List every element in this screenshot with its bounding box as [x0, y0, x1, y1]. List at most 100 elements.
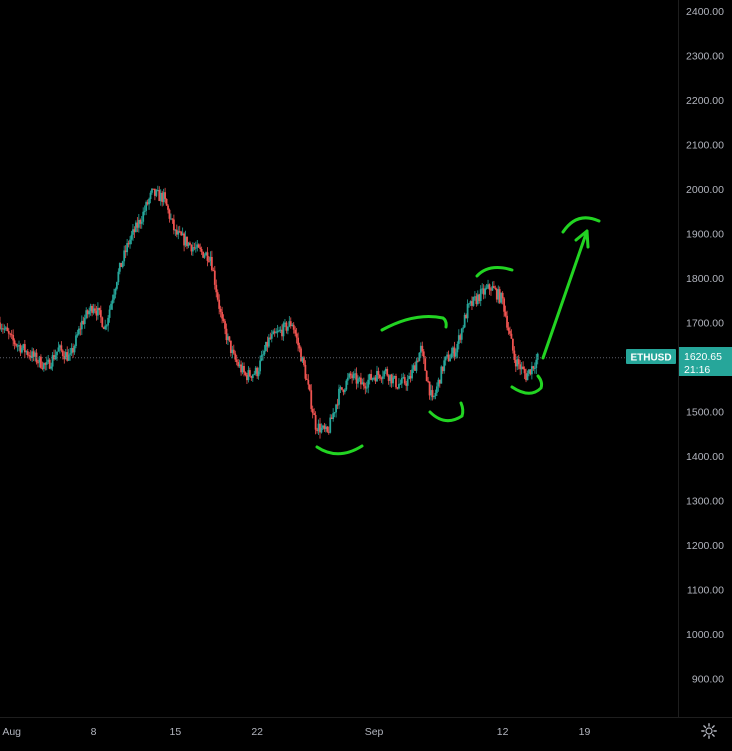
candle-body	[381, 376, 384, 379]
candle-body	[174, 229, 177, 231]
candle-body	[229, 340, 232, 353]
candle-body	[507, 327, 510, 331]
candle-body	[127, 243, 130, 245]
candle-body	[275, 332, 278, 334]
candle-body	[514, 359, 517, 367]
time-tick-label: Aug	[2, 726, 21, 738]
time-tick-label: 19	[579, 726, 591, 738]
candle-body	[298, 345, 301, 349]
candle-body	[273, 331, 276, 333]
candle-body	[453, 347, 456, 357]
candle-body	[472, 296, 475, 306]
candle-body	[91, 305, 93, 313]
candle-body	[80, 320, 83, 330]
candle-body	[468, 303, 470, 305]
candle-body	[399, 383, 402, 385]
candle-body	[54, 355, 57, 360]
candle-body	[270, 334, 273, 339]
candle-body	[105, 325, 108, 327]
candle-body	[22, 344, 25, 348]
candle-body	[459, 335, 462, 340]
candle-body	[326, 426, 329, 432]
candle-body	[18, 345, 20, 347]
candle-body	[536, 353, 539, 360]
candle-body	[390, 374, 393, 384]
candle-body	[4, 327, 7, 329]
price-badge	[679, 347, 732, 376]
candle-body	[133, 229, 136, 233]
settings-button[interactable]	[698, 720, 720, 742]
candle-body	[361, 382, 364, 385]
candle-body	[433, 396, 435, 398]
price-tick-label: 1500.00	[686, 407, 724, 419]
candle-body	[357, 378, 359, 384]
candle-body	[98, 307, 101, 311]
candle-body	[307, 379, 310, 385]
candle-body	[308, 384, 311, 391]
candle-body	[492, 286, 495, 289]
price-tick-label: 1400.00	[686, 451, 724, 463]
candle-body	[243, 365, 245, 373]
candle-body	[152, 188, 155, 190]
candle-body	[184, 236, 187, 246]
price-tick-label: 1800.00	[686, 273, 724, 285]
candle-body	[23, 344, 26, 353]
candle-body	[186, 236, 188, 247]
candle-body	[319, 423, 321, 433]
candle-body	[509, 330, 511, 334]
candle-body	[13, 340, 16, 345]
candle-body	[336, 404, 339, 406]
candle-body	[158, 190, 161, 202]
candle-body	[117, 271, 120, 283]
candle-body	[3, 328, 6, 330]
candle-body	[251, 374, 254, 378]
candle-body	[471, 301, 473, 306]
annotation-cup-september-7	[428, 401, 465, 423]
candle-body	[175, 229, 178, 235]
candle-body	[53, 355, 55, 360]
candle-body	[83, 318, 86, 325]
candle-body	[478, 294, 481, 301]
candle-body	[396, 387, 399, 389]
candle-body	[313, 413, 316, 416]
candle-body	[266, 341, 269, 347]
candle-body	[64, 352, 67, 360]
candle-body	[374, 377, 377, 382]
candle-body	[143, 210, 146, 212]
candle-body	[342, 389, 345, 393]
candle-body	[436, 386, 438, 393]
candle-body	[265, 341, 267, 351]
candle-body	[383, 371, 386, 377]
candle-body	[140, 221, 143, 224]
candle-body	[126, 243, 129, 253]
candle-body	[111, 299, 114, 304]
candle-body	[460, 328, 463, 340]
candle-body	[94, 308, 96, 311]
candle-body	[469, 301, 472, 304]
candle-body	[257, 371, 260, 377]
candle-body	[153, 188, 156, 196]
candle-body	[354, 373, 356, 375]
candle-body	[45, 362, 48, 365]
candle-body	[124, 250, 127, 253]
candle-body	[386, 368, 389, 376]
candle-body	[360, 377, 362, 385]
candle-body	[400, 377, 403, 384]
candle-body	[215, 284, 218, 293]
candle-body	[137, 219, 140, 228]
last-price-label: ETHUSD 1620.65 21:16	[626, 347, 732, 376]
candle-body	[210, 256, 213, 271]
candle-body	[216, 292, 219, 300]
candle-body	[339, 387, 342, 389]
candle-body	[102, 327, 105, 330]
candle-body	[241, 365, 244, 373]
candle-body	[373, 377, 375, 379]
candle-body	[148, 199, 150, 205]
candle-body	[387, 375, 390, 381]
candle-body	[51, 355, 54, 367]
ticker-label	[626, 349, 676, 364]
candle-body	[335, 404, 337, 413]
candle-body	[34, 352, 36, 357]
